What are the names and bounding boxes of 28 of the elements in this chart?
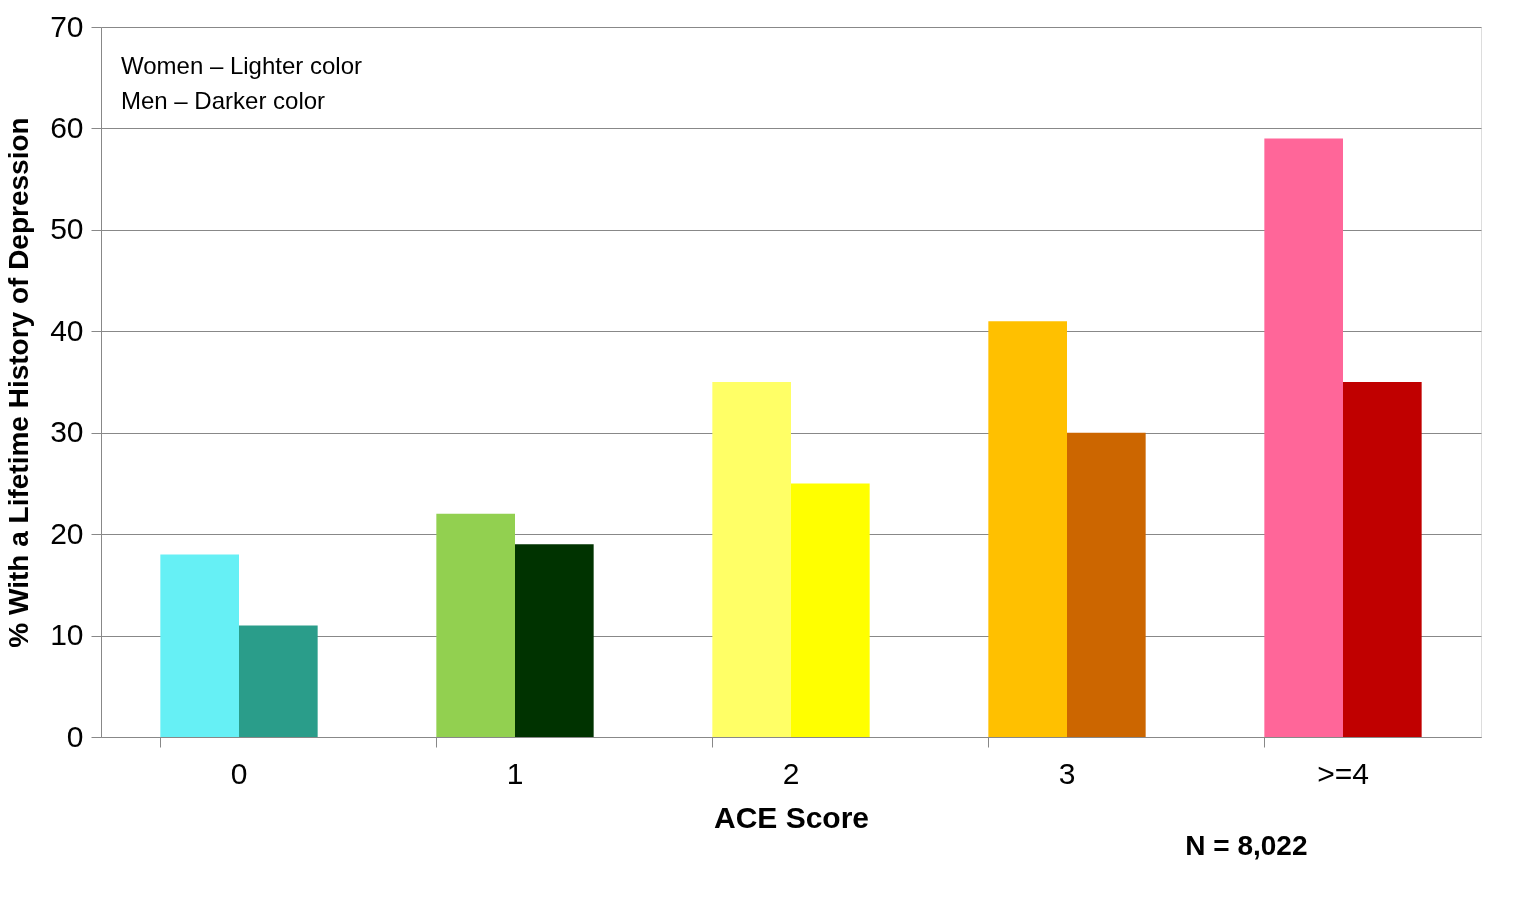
- y-tick-label: 70: [50, 9, 84, 43]
- bar: [1264, 138, 1343, 737]
- x-tick-label: 2: [782, 756, 800, 790]
- bar: [791, 483, 870, 737]
- x-tick-label: >=4: [1317, 756, 1369, 790]
- x-axis-title: ACE Score: [713, 800, 870, 834]
- bar: [1343, 382, 1422, 737]
- y-tick-label: 60: [50, 110, 84, 144]
- y-tick-label: 10: [50, 618, 84, 652]
- annotation: Women – Lighter color: [121, 52, 363, 79]
- bar: [160, 554, 239, 737]
- y-tick-label: 0: [66, 719, 84, 753]
- bar: [515, 544, 594, 737]
- y-tick-label: 40: [50, 313, 84, 347]
- x-tick-label: 1: [506, 756, 524, 790]
- y-tick-label: 20: [50, 516, 84, 550]
- bar: [1067, 432, 1146, 737]
- bar: [712, 382, 791, 737]
- annotation: Men – Darker color: [121, 87, 326, 114]
- y-tick-label: 50: [50, 212, 84, 246]
- bar: [239, 625, 318, 737]
- x-tick-label: 0: [230, 756, 248, 790]
- text: N = 8,022: [1185, 830, 1308, 861]
- y-tick-label: 30: [50, 415, 84, 449]
- x-tick-label: 3: [1058, 756, 1076, 790]
- bar: [436, 513, 515, 737]
- bar: [988, 321, 1067, 737]
- y-axis-title: % With a Lifetime History of Depression: [3, 117, 35, 648]
